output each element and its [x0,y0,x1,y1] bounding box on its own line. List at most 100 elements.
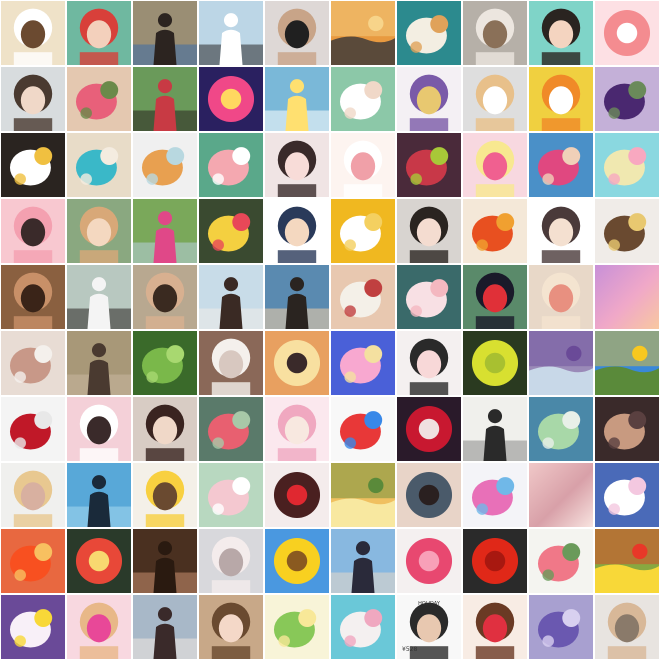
tile-image [67,463,131,527]
tile-monk-portrait [595,595,659,659]
tile-image [331,463,395,527]
tile-image [529,265,593,329]
tile-image [199,133,263,197]
tile-image [199,397,263,461]
tile-girl-portrait [397,199,461,263]
tile-image [265,265,329,329]
tile-image [595,1,659,65]
tile-image [529,529,593,593]
tile-pink-hat-dog [67,397,131,461]
tile-image [595,529,659,593]
tile-girl-white-tshirt [67,265,131,329]
tile-hand-on-shoulder [595,397,659,461]
tile-fruit-platter [67,529,131,593]
tile-image [199,529,263,593]
tile-image [463,595,527,659]
tile-image [331,265,395,329]
tile-image [463,133,527,197]
tile-balloons [331,397,395,461]
tile-woman-pink-hill [133,199,197,263]
tile-image [133,67,197,131]
tile-cartoon-pikachu [133,463,197,527]
tile-dessert-plate [397,1,461,65]
tile-image [199,463,263,527]
tile-green-cat-blue [529,397,593,461]
tile-image [199,199,263,263]
tile-anime-pink-girl [265,397,329,461]
tile-grapefruit [595,1,659,65]
tile-sunset-lake [331,1,395,65]
tile-green-fruit [463,331,527,395]
tile-snow-white [463,265,527,329]
tile-pink-flower-basket [529,529,593,593]
tile-girl-field [199,1,263,65]
tile-flower-arrangement [199,199,263,263]
tile-sunflower-field [595,331,659,395]
tile-image [331,133,395,197]
tile-image [331,67,395,131]
tile-red-maple-leaf [463,199,527,263]
tile-plush-toys [1,331,65,395]
poster-price: ¥528 [402,646,418,653]
tile-image [1,397,65,461]
tile-image [529,595,593,659]
tile-dog-sunglasses [67,595,131,659]
tile-lotus-flower [199,463,263,527]
tile-image [67,67,131,131]
tile-image [397,397,461,461]
tile-image [397,463,461,527]
tile-woman-hat-sea [331,529,395,593]
tile-image [1,595,65,659]
tile-image [1,529,65,593]
tile-heart-hands-sea [67,463,131,527]
tile-white-flower-hand [331,67,395,131]
tile-image [397,1,461,65]
tile-cartoon-bear [1,1,65,65]
tile-image [595,397,659,461]
tile-image [529,397,593,461]
tile-girl-side-face [1,67,65,131]
tile-image [199,1,263,65]
tile-image [265,397,329,461]
tile-image [67,529,131,593]
tile-image [529,463,593,527]
tile-purple-tulip [595,67,659,131]
tile-sunset-path [331,463,395,527]
tile-image [397,133,461,197]
tile-woman-beach-sit [199,265,263,329]
tile-image [331,397,395,461]
tile-girl-garden [133,67,197,131]
tile-girl-red-lips [463,595,527,659]
tile-image [463,199,527,263]
tile-sun-between-hands [265,331,329,395]
tile-girl-flower-cover [265,67,329,131]
tile-image [595,463,659,527]
tile-image [331,1,395,65]
tile-rose-lips [331,265,395,329]
tile-image [595,199,659,263]
tile-girl-red-hair [67,1,131,65]
tile-image [595,133,659,197]
tile-eye-closeup [397,463,461,527]
tile-image [463,463,527,527]
tile-pink-peach [199,133,263,197]
tile-image [199,265,263,329]
tile-yellow-duck [529,67,593,131]
tile-image [133,463,197,527]
tile-image [265,67,329,131]
tile-image [397,265,461,329]
tile-image [133,1,197,65]
tile-purple-iris [529,595,593,659]
tile-image [397,331,461,395]
tile-girl-hands-head [133,265,197,329]
tile-image [199,67,263,131]
tile-image [529,1,593,65]
tile-ink-swordsman [463,397,527,461]
tile-image [331,331,395,395]
tile-child-bow-hat [199,595,263,659]
tile-fruits-mix [397,133,461,197]
tile-image [529,199,593,263]
tile-flowers-hand-sky [529,133,593,197]
tile-image [265,595,329,659]
